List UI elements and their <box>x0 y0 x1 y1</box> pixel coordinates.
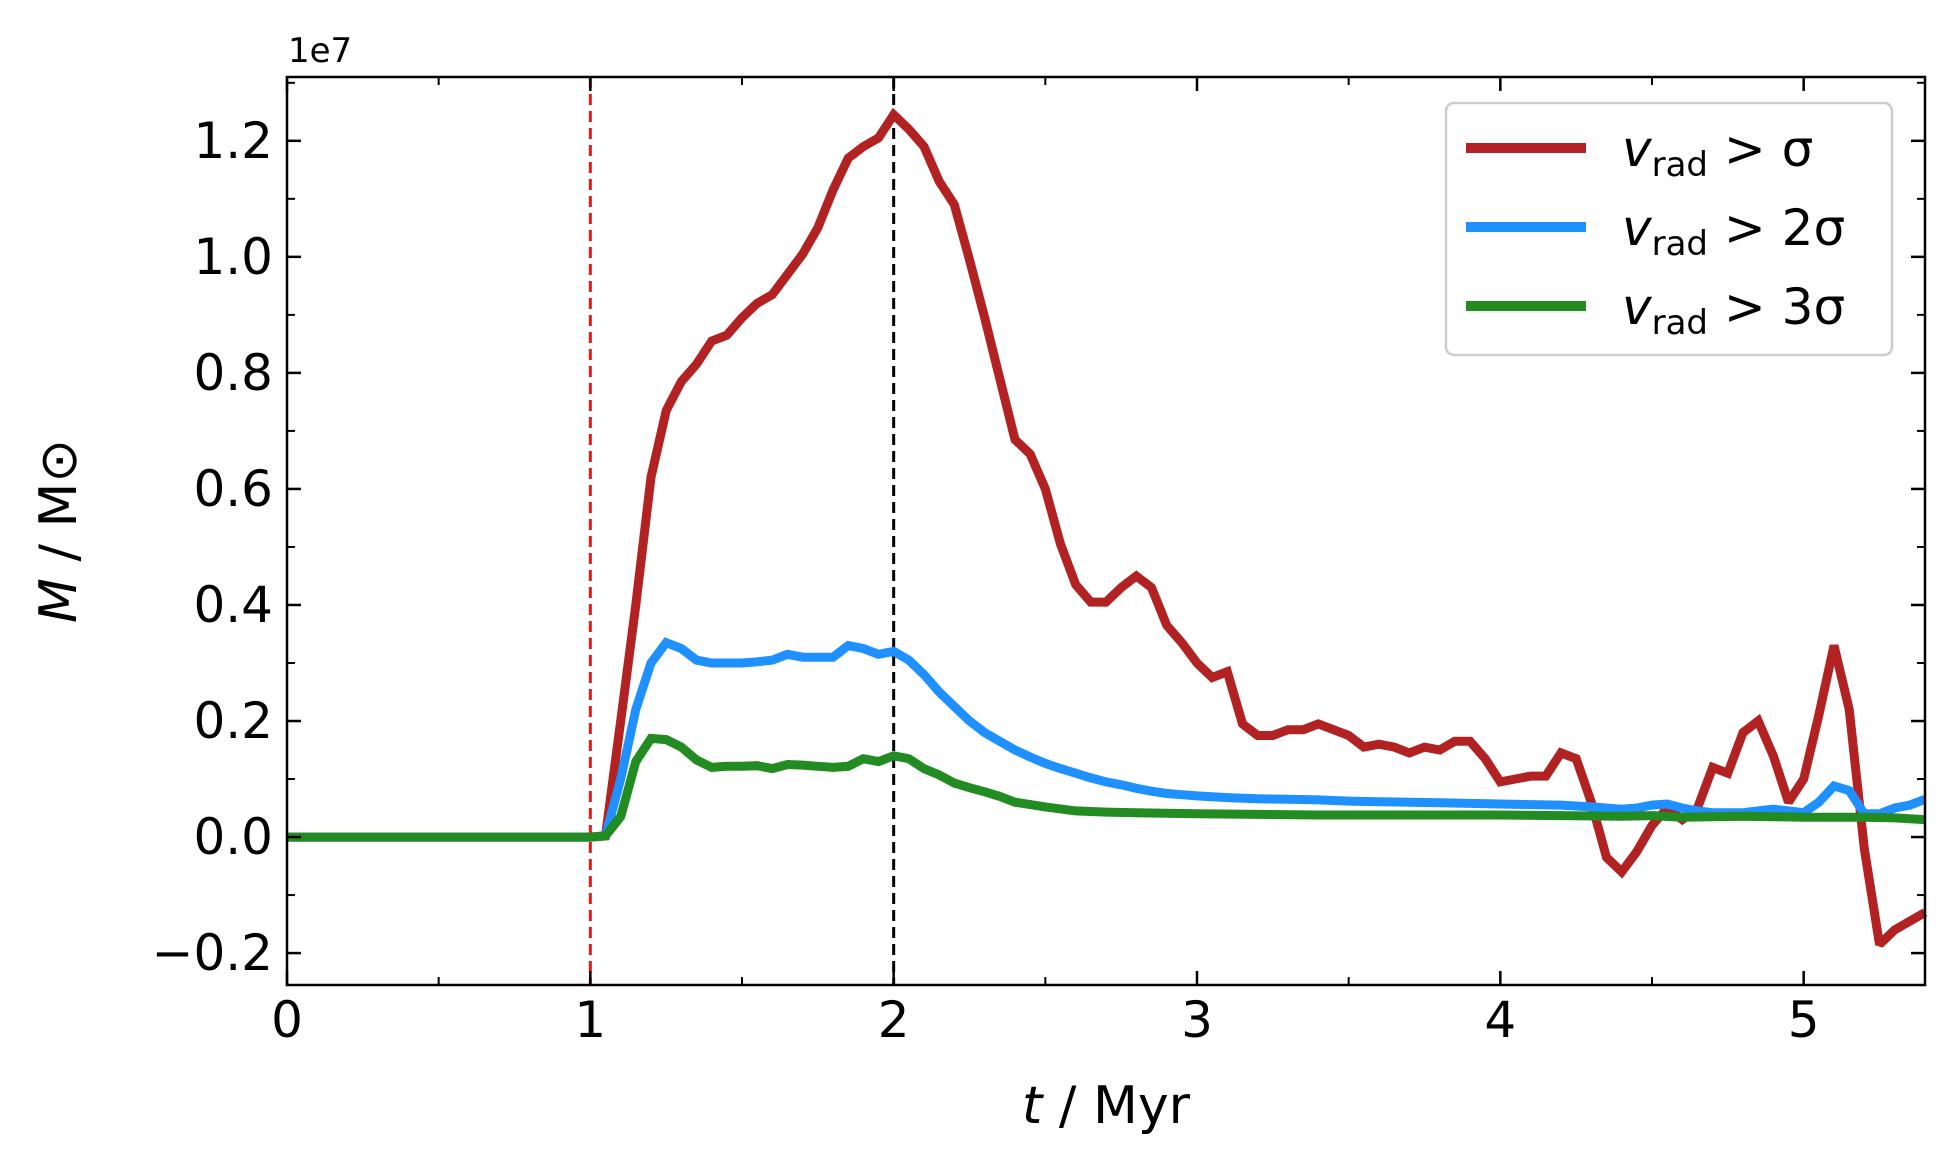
x-axis-unit: / Myr <box>1042 1076 1190 1136</box>
y-tick-label: 0.0 <box>193 808 273 866</box>
y-tick-label: 0.4 <box>193 576 273 634</box>
legend-box <box>1444 101 1894 357</box>
y-offset-label: 1e7 <box>288 31 352 71</box>
legend: vrad > σ vrad > 2σ vrad > 3σ <box>1444 101 1894 357</box>
x-axis-variable: t <box>1022 1076 1044 1136</box>
tick-labels: 0 1 2 3 4 5 −0.2 0.0 0.2 0.4 0.6 0.8 1.0 1.2 <box>152 112 1820 1049</box>
data-series <box>287 107 1928 948</box>
y-tick-label: 0.6 <box>193 460 273 518</box>
y-tick-label: 0.8 <box>193 344 273 402</box>
y-tick-label: −0.2 <box>152 924 273 982</box>
plot-frame <box>285 75 1927 987</box>
series-line-2 <box>287 733 1926 842</box>
axis-ticks <box>285 77 1925 985</box>
y-axis-unit: / M⊙ <box>29 439 89 578</box>
y-tick-label: 0.2 <box>193 692 273 750</box>
x-tick-label: 3 <box>1181 991 1213 1049</box>
x-tick-label: 1 <box>574 991 606 1049</box>
x-axis-label: t / Myr <box>1022 1076 1191 1136</box>
legend-label-2sigma: vrad > 2σ <box>1622 199 1845 264</box>
x-tick-label: 5 <box>1788 991 1820 1049</box>
x-tick-label: 2 <box>878 991 910 1049</box>
legend-label-sigma: vrad > σ <box>1622 120 1813 185</box>
x-tick-label: 0 <box>271 991 303 1049</box>
y-tick-label: 1.2 <box>193 112 273 170</box>
y-axis-label: M / M⊙ <box>29 439 89 623</box>
y-axis-variable: M <box>29 578 89 623</box>
legend-label-3sigma: vrad > 3σ <box>1622 278 1845 343</box>
y-tick-label: 1.0 <box>193 228 273 286</box>
reference-lines <box>588 77 896 985</box>
x-tick-label: 4 <box>1484 991 1516 1049</box>
